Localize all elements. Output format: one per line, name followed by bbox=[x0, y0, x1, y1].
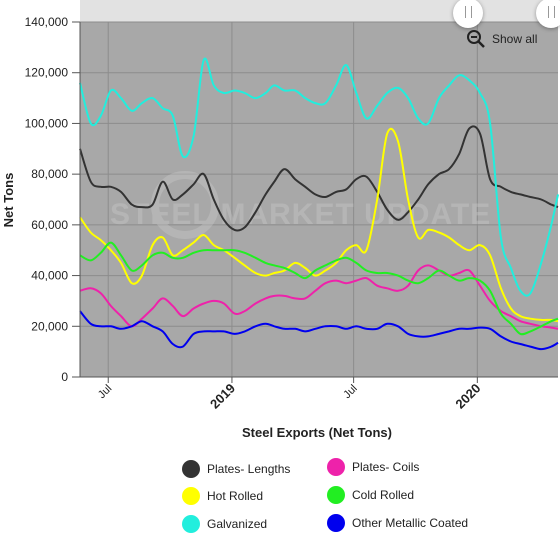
plot-header-band bbox=[80, 0, 558, 22]
y-axis-label: Net Tons bbox=[1, 173, 16, 228]
y-tick-label: 0 bbox=[61, 370, 68, 384]
range-handle-left[interactable] bbox=[453, 0, 483, 28]
legend-label: Other Metallic Coated bbox=[352, 516, 469, 530]
legend-marker bbox=[182, 487, 200, 505]
legend-label: Plates- Lengths bbox=[207, 462, 291, 476]
x-tick-label: Jul bbox=[341, 383, 359, 401]
y-tick-label: 120,000 bbox=[25, 66, 69, 80]
x-tick-label: Jul bbox=[96, 383, 114, 401]
legend-label: Plates- Coils bbox=[352, 460, 420, 474]
show-all-label: Show all bbox=[492, 32, 538, 46]
series-line-plates-coils bbox=[79, 264, 559, 330]
legend-item-plates-coils[interactable]: Plates- Coils bbox=[327, 456, 419, 478]
series-line-cold-rolled bbox=[79, 241, 559, 336]
watermark-logo: STEEL MARKET UPDATE bbox=[110, 171, 491, 239]
y-tick-label: 60,000 bbox=[31, 218, 68, 232]
legend-item-other-metallic-coated[interactable]: Other Metallic Coated bbox=[327, 512, 468, 534]
y-tick-label: 100,000 bbox=[25, 116, 69, 130]
zoom-out-icon bbox=[467, 30, 485, 48]
legend-label: Hot Rolled bbox=[207, 489, 264, 503]
legend-item-plates-lengths[interactable]: Plates- Lengths bbox=[182, 458, 290, 480]
y-axis: 0 20,000 40,000 60,000 80,000 100,000 120,000 1… bbox=[25, 15, 81, 384]
legend-marker bbox=[327, 458, 345, 476]
legend-label: Galvanized bbox=[207, 517, 268, 531]
x-tick-label: 2019 bbox=[207, 381, 238, 412]
series-lines bbox=[79, 57, 559, 351]
x-axis: Jul 2019 Jul 2020 bbox=[80, 376, 558, 412]
y-tick-label: 20,000 bbox=[31, 319, 68, 333]
legend-label: Cold Rolled bbox=[352, 488, 415, 502]
x-tick-label: 2020 bbox=[452, 381, 483, 412]
x-axis-label: Steel Exports (Net Tons) bbox=[242, 425, 392, 440]
watermark-text: STEEL MARKET UPDATE bbox=[110, 198, 491, 231]
legend-item-cold-rolled[interactable]: Cold Rolled bbox=[327, 484, 414, 506]
range-handle-right[interactable] bbox=[536, 0, 560, 28]
line-chart: STEEL MARKET UPDATE 0 20,000 40,000 60,000 8… bbox=[1, 0, 559, 440]
series-line-hot-rolled bbox=[79, 127, 559, 323]
y-tick-label: 40,000 bbox=[31, 269, 68, 283]
legend-item-hot-rolled[interactable]: Hot Rolled bbox=[182, 485, 263, 507]
legend-marker bbox=[327, 514, 345, 532]
y-tick-label: 140,000 bbox=[25, 15, 69, 29]
series-line-galvanized bbox=[79, 57, 559, 297]
show-all-button[interactable]: Show all bbox=[466, 29, 537, 49]
legend-marker bbox=[182, 515, 200, 533]
series-line-other-metallic-coated bbox=[79, 310, 559, 351]
legend-marker bbox=[182, 460, 200, 478]
legend: Plates- Lengths Plates- Coils Hot Rolled… bbox=[0, 452, 560, 535]
legend-marker bbox=[327, 486, 345, 504]
y-tick-label: 80,000 bbox=[31, 167, 68, 181]
plot-area bbox=[80, 22, 558, 377]
series-line-plates-lengths bbox=[79, 125, 559, 232]
legend-item-galvanized[interactable]: Galvanized bbox=[182, 513, 267, 535]
